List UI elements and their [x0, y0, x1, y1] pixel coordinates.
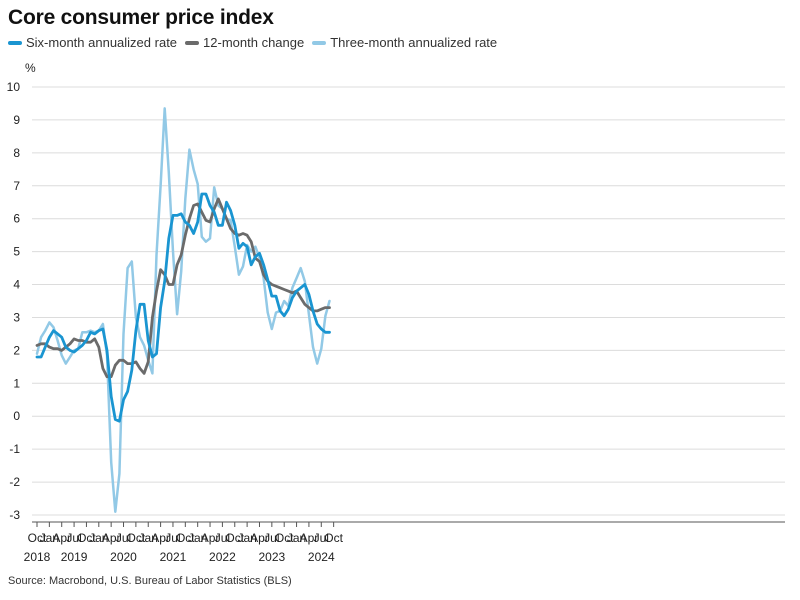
x-tick-label: Jan: [188, 531, 207, 545]
legend-swatch-twelve-month: [185, 40, 200, 45]
x-year-label: 2023: [258, 550, 285, 564]
x-tick-label: Apr: [250, 531, 269, 545]
series-line-2: [35, 107, 331, 513]
x-tick-label: Oct: [77, 531, 96, 545]
x-year-label: 2021: [160, 550, 187, 564]
y-tick-label: -2: [9, 475, 20, 489]
x-tick-label: Jan: [139, 531, 158, 545]
x-tick-label: Oct: [176, 531, 195, 545]
x-tick-label: Jul: [165, 531, 180, 545]
x-tick-label: Oct: [324, 531, 343, 545]
y-tick-label: 6: [13, 212, 20, 226]
x-tick-label: Apr: [300, 531, 319, 545]
x-tick-label: Jan: [237, 531, 256, 545]
grid-layer: [32, 86, 785, 516]
x-tick-label: Oct: [225, 531, 244, 545]
legend-item-three-month: Three-month annualized rate: [312, 35, 497, 50]
y-tick-label: 3: [13, 310, 20, 324]
x-tick-label: Jul: [314, 531, 329, 545]
x-tick-label: Jan: [40, 531, 59, 545]
y-tick-label: 9: [13, 113, 20, 127]
y-tick-label: -1: [9, 442, 20, 456]
x-tick-label: Jul: [66, 531, 81, 545]
legend-label-twelve-month: 12-month change: [203, 35, 305, 50]
x-tick-label: Apr: [102, 531, 121, 545]
x-tick-label: Oct: [275, 531, 294, 545]
legend-item-twelve-month: 12-month change: [185, 35, 304, 50]
legend-swatch-three-month: [312, 40, 327, 45]
series-layer: [35, 107, 331, 513]
x-year-label: 2019: [61, 550, 88, 564]
y-tick-label: 2: [13, 343, 20, 357]
x-tick-label: Jan: [287, 531, 306, 545]
x-tick-label: Apr: [151, 531, 170, 545]
x-tick-label: Apr: [201, 531, 220, 545]
x-tick-label: Jul: [215, 531, 230, 545]
y-tick-label: 5: [13, 245, 20, 259]
x-year-label: 2022: [209, 550, 236, 564]
x-year-label: 2020: [110, 550, 137, 564]
chart-title: Core consumer price index: [8, 6, 274, 29]
x-tick-label: Oct: [28, 531, 47, 545]
source-note: Source: Macrobond, U.S. Bureau of Labor …: [8, 575, 292, 587]
chart-legend: Six-month annualized rate 12-month chang…: [8, 35, 505, 50]
x-tick-label: Oct: [127, 531, 146, 545]
y-tick-label: 4: [13, 278, 20, 292]
y-tick-label: -3: [9, 508, 20, 522]
y-tick-label: 10: [7, 80, 21, 94]
x-year-label: 2024: [308, 550, 335, 564]
x-tick-label: Jul: [116, 531, 131, 545]
y-tick-label: 7: [13, 179, 20, 193]
x-tick-label: Jan: [89, 531, 108, 545]
legend-item-six-month: Six-month annualized rate: [8, 35, 177, 50]
x-tick-label: Jul: [264, 531, 279, 545]
x-year-label: 2018: [24, 550, 51, 564]
axis-layer: -3-2-1012345678910Oct2018JanAprJul2019Oc…: [7, 80, 785, 564]
y-tick-label: 1: [13, 376, 20, 390]
legend-label-three-month: Three-month annualized rate: [330, 35, 498, 50]
legend-label-six-month: Six-month annualized rate: [26, 35, 178, 50]
x-tick-label: Apr: [52, 531, 71, 545]
y-axis-unit-label: %: [25, 61, 36, 75]
y-tick-label: 0: [13, 409, 20, 423]
y-tick-label: 8: [13, 146, 20, 160]
series-line-0: [35, 192, 331, 423]
legend-swatch-six-month: [8, 40, 22, 45]
